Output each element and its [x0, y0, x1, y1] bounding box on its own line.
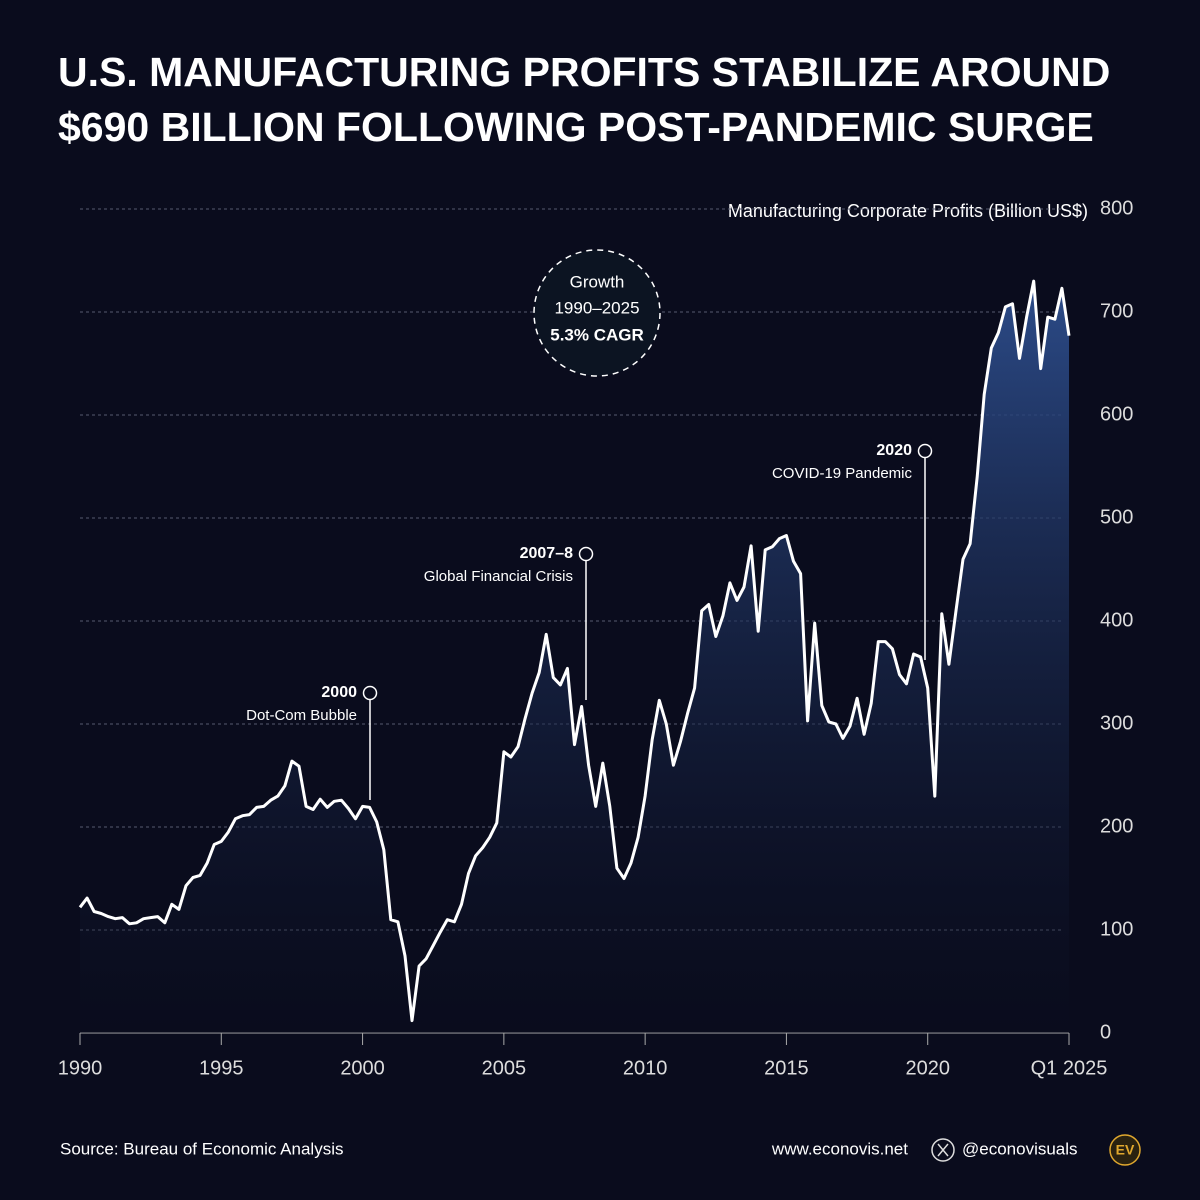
x-icon — [937, 1143, 949, 1157]
y-tick-label: 0 — [1100, 1021, 1111, 1043]
annotation-text: Global Financial Crisis — [424, 568, 573, 585]
annotation-text: COVID-19 Pandemic — [772, 465, 913, 482]
callout-text: Growth — [570, 272, 625, 291]
callout-text: 1990–2025 — [554, 298, 639, 317]
x-tick-label: 2005 — [482, 1057, 527, 1079]
y-tick-label: 600 — [1100, 403, 1133, 425]
chart-title: U.S. MANUFACTURING PROFITS STABILIZE ARO… — [58, 49, 1110, 95]
x-icon — [931, 1138, 955, 1162]
handle: @econovisuals — [962, 1139, 1078, 1158]
x-tick-label: 2020 — [905, 1057, 950, 1079]
chart-title: $690 BILLION FOLLOWING POST-PANDEMIC SUR… — [58, 104, 1094, 150]
callout-text: 5.3% CAGR — [550, 325, 644, 344]
annotation-marker — [917, 443, 933, 459]
source: Source: Bureau of Economic Analysis — [60, 1139, 343, 1158]
x-tick-label: 2010 — [623, 1057, 668, 1079]
y-tick-label: 300 — [1100, 712, 1133, 734]
x-tick-label: 2000 — [340, 1057, 385, 1079]
website: www.econovis.net — [771, 1139, 908, 1158]
logo: EV — [1116, 1142, 1135, 1158]
annotation-label: 2020 — [876, 442, 912, 459]
area — [80, 281, 1069, 1034]
annotation-label: 2000 — [321, 684, 357, 701]
y-tick-label: 400 — [1100, 609, 1133, 631]
logo — [1109, 1134, 1141, 1166]
x-tick-label: Q1 2025 — [1031, 1057, 1108, 1079]
x-tick-label: 1995 — [199, 1057, 244, 1079]
annotation-marker — [362, 685, 378, 701]
annotation-marker — [578, 546, 594, 562]
annotation-text: Dot-Com Bubble — [246, 707, 357, 724]
y-tick-label: 500 — [1100, 506, 1133, 528]
x-tick-label: 2015 — [764, 1057, 809, 1079]
annotation-label: 2007–8 — [520, 545, 573, 562]
line — [78, 279, 1071, 1023]
x-tick-label: 1990 — [58, 1057, 103, 1079]
callout-circle — [533, 249, 661, 377]
y-axis-label: Manufacturing Corporate Profits (Billion… — [728, 201, 1088, 221]
y-tick-label: 700 — [1100, 300, 1133, 322]
y-tick-label: 100 — [1100, 918, 1133, 940]
y-tick-label: 200 — [1100, 815, 1133, 837]
y-tick-label: 800 — [1100, 197, 1133, 219]
